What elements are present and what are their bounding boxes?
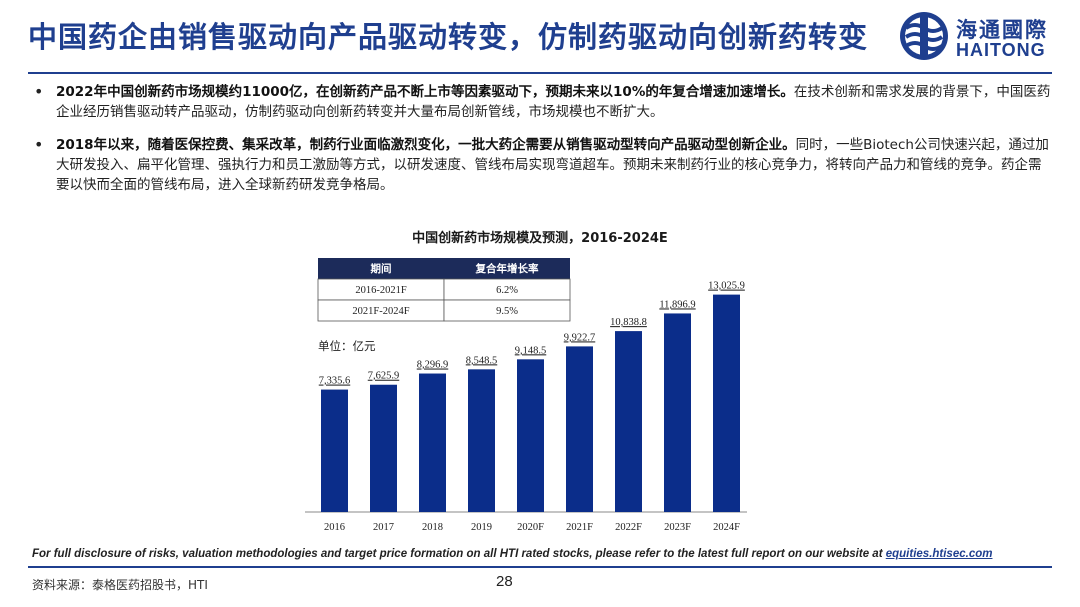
x-tick-label: 2024F	[713, 522, 740, 533]
bar	[664, 313, 691, 512]
x-tick-label: 2023F	[664, 522, 691, 533]
disclaimer-text: For full disclosure of risks, valuation …	[32, 548, 883, 560]
haitong-emblem-icon	[900, 12, 948, 60]
table-cell-border	[443, 299, 571, 322]
table-header-cell: 期间	[371, 262, 392, 275]
table-cell: 2021F-2024F	[352, 306, 409, 317]
x-tick-label: 2022F	[615, 522, 642, 533]
x-tick-label: 2016	[324, 522, 345, 533]
logo-english-text: HAITONG	[956, 40, 1046, 60]
x-tick-label: 2018	[422, 522, 443, 533]
table-header-bg	[318, 258, 570, 279]
data-label: 7,335.6	[319, 376, 351, 387]
data-label: 9,922.7	[564, 332, 596, 343]
bullet-dot-icon: •	[34, 135, 44, 154]
data-label: 8,548.5	[466, 355, 498, 366]
logo-chinese-text: 海通國際	[956, 18, 1048, 42]
bullet-item: • 2018年以来，随着医保控费、集采改革，制药行业面临激烈变化，一批大药企需要…	[28, 135, 1052, 195]
haitong-logo: 海通國際 HAITONG	[898, 8, 1068, 64]
data-label: 7,625.9	[368, 371, 400, 382]
header-divider	[28, 72, 1052, 74]
data-label: 10,838.8	[610, 317, 647, 328]
x-tick-label: 2019	[471, 522, 492, 533]
bar	[517, 359, 544, 512]
source-note: 资料来源：泰格医药招股书，HTI	[32, 578, 208, 592]
table-cell: 9.5%	[496, 306, 518, 317]
bullet-text: 同时，一些Biotech公司快速兴起，通过加大研发投入、扁平化管理、强执行力和员…	[56, 137, 1049, 193]
bar	[321, 389, 348, 512]
x-tick-label: 2020F	[517, 522, 544, 533]
bullet-bold-text: 2022年中国创新药市场规模约11000亿，在创新药产品不断上市等因素驱动下，预…	[56, 84, 794, 100]
x-tick-label: 2017	[373, 522, 394, 533]
page-number: 28	[496, 573, 513, 590]
bullet-list: • 2022年中国创新药市场规模约11000亿，在创新药产品不断上市等因素驱动下…	[28, 82, 1052, 208]
bar	[468, 369, 495, 512]
table-header-cell: 复合年增长率	[475, 262, 539, 275]
bar	[419, 373, 446, 512]
bullet-bold-text: 2018年以来，随着医保控费、集采改革，制药行业面临激烈变化，一批大药企需要从销…	[56, 137, 796, 153]
chart-title: 中国创新药市场规模及预测，2016-2024E	[412, 231, 668, 246]
table-cell: 6.2%	[496, 285, 518, 296]
table-cell: 2016-2021F	[355, 285, 406, 296]
website-link[interactable]: equities.htisec.com	[885, 548, 993, 560]
bullet-dot-icon: •	[34, 82, 44, 101]
x-tick-label: 2021F	[566, 522, 593, 533]
unit-label: 单位：亿元	[318, 339, 376, 353]
bar	[566, 346, 593, 512]
bar	[615, 331, 642, 512]
page-title: 中国药企由销售驱动向产品驱动转变，仿制药驱动向创新药转变	[28, 20, 869, 54]
footer-divider	[28, 566, 1052, 568]
bar	[370, 384, 397, 512]
data-label: 13,025.9	[708, 281, 745, 292]
disclaimer: For full disclosure of risks, valuation …	[32, 548, 992, 560]
data-label: 8,296.9	[417, 360, 449, 371]
data-label: 9,148.5	[515, 345, 547, 356]
bullet-item: • 2022年中国创新药市场规模约11000亿，在创新药产品不断上市等因素驱动下…	[28, 82, 1052, 122]
bar	[713, 294, 740, 512]
bullet-text: 在技术创新和需求发展的背景下，中国医药企业经历销售驱动转产品驱动，仿制药驱动向创…	[56, 84, 1051, 120]
data-label: 11,896.9	[659, 299, 695, 310]
